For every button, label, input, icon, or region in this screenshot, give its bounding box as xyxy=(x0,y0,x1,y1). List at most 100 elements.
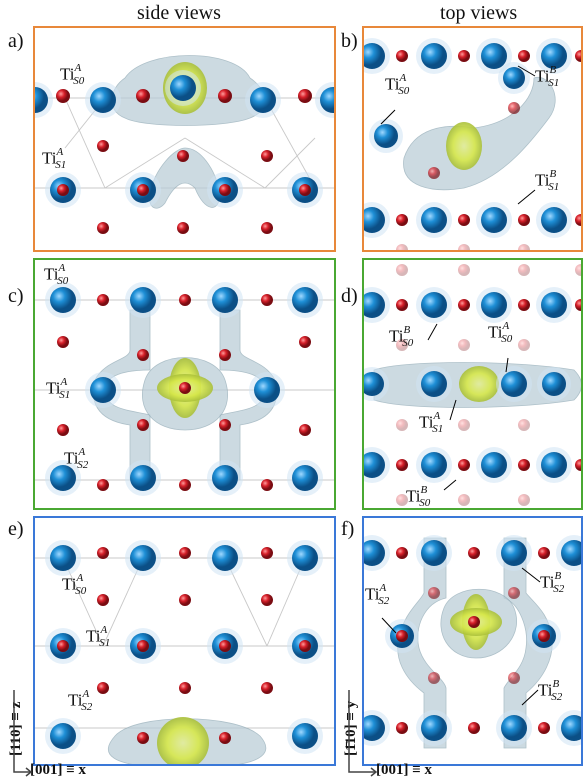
e-o-12 xyxy=(261,682,273,694)
b-o-bot-1 xyxy=(458,214,470,226)
c-ti-5 xyxy=(254,377,280,403)
label-d-ti-a-s0: TiAS0 xyxy=(488,320,513,346)
panel-d-label: d) xyxy=(341,285,358,307)
e-ti-2 xyxy=(212,545,238,571)
e-o-7 xyxy=(137,640,149,652)
c-o-12 xyxy=(97,479,109,491)
a-o-top-1 xyxy=(136,89,150,103)
c-o-1 xyxy=(179,294,191,306)
c-ti-3 xyxy=(292,287,318,313)
d-o-bot-0 xyxy=(396,459,408,471)
c-o-11 xyxy=(299,424,311,436)
e-ti-bot-0 xyxy=(50,723,76,749)
f-o-faint-3 xyxy=(508,672,520,684)
c-o-14 xyxy=(261,479,273,491)
a-ti-top-4 xyxy=(320,87,334,113)
a-bond-4 xyxy=(184,137,266,189)
f-o-5 xyxy=(538,722,550,734)
panel-a-structure xyxy=(35,55,334,234)
f-o-0 xyxy=(396,547,408,559)
e-o-9 xyxy=(299,640,311,652)
panel-e-label: e) xyxy=(8,518,24,540)
label-e-ti-s2: TiAS2 xyxy=(68,688,93,714)
d-o-bot-1 xyxy=(458,459,470,471)
d-ti-mid-1 xyxy=(501,371,527,397)
a-o-top-0 xyxy=(56,89,70,103)
c-o-5 xyxy=(219,349,231,361)
d-o-top-0 xyxy=(396,299,408,311)
d-ti-mid-faint-1 xyxy=(542,372,566,396)
d-ti-bot-3 xyxy=(541,452,567,478)
e-o-2 xyxy=(261,547,273,559)
f-o-faint-2 xyxy=(428,672,440,684)
label-d-ti-b-s0-bottom: TiBS0 xyxy=(406,484,431,510)
f-o-faint-1 xyxy=(508,587,520,599)
b-o-faint-0 xyxy=(396,244,408,250)
f-ti-6 xyxy=(501,715,527,741)
c-ti-8 xyxy=(212,465,238,491)
b-ti-bot-3 xyxy=(541,207,567,233)
a-o-mid-1 xyxy=(177,150,189,162)
e-o-0 xyxy=(97,547,109,559)
e-o-4 xyxy=(179,594,191,606)
b-o-bot-0 xyxy=(396,214,408,226)
label-e-ti-s1: TiAS1 xyxy=(86,624,111,650)
e-o-10 xyxy=(97,682,109,694)
d-ti-bot-2 xyxy=(481,452,507,478)
b-o-top-0 xyxy=(396,50,408,62)
d-core xyxy=(459,366,499,402)
d-ti-mid-faint-0 xyxy=(364,372,384,396)
a-o-top-2 xyxy=(218,89,232,103)
panel-f-structure xyxy=(364,535,581,749)
f-ti-3 xyxy=(561,540,581,566)
b-o-top-1 xyxy=(458,50,470,62)
label-e-ti-s0: TiAS0 xyxy=(62,572,87,598)
a-ti-top-2 xyxy=(170,75,196,101)
e-o-11 xyxy=(179,682,191,694)
panel-b xyxy=(362,26,583,252)
d-o-top-3 xyxy=(575,299,581,311)
label-c-ti-s2: TiAS2 xyxy=(64,446,89,472)
panel-b-structure xyxy=(364,38,581,250)
e-o-8 xyxy=(219,640,231,652)
c-ti-4 xyxy=(90,377,116,403)
c-ti-2 xyxy=(212,287,238,313)
panel-e-structure xyxy=(35,540,334,764)
e-ti-bot-1 xyxy=(292,723,318,749)
e-ti-1 xyxy=(130,545,156,571)
c-o-7 xyxy=(179,382,191,394)
label-f-ti-b-s2-bottom: TiBS2 xyxy=(538,678,563,704)
a-o-in-1 xyxy=(137,184,149,196)
d-ti-top-0 xyxy=(364,292,385,318)
a-ti-top-0 xyxy=(35,87,48,113)
b-o-bot-3 xyxy=(575,214,581,226)
d-ti-mid-0 xyxy=(421,371,447,397)
panel-a-label: a) xyxy=(8,30,24,52)
e-core xyxy=(157,717,209,764)
c-o-9 xyxy=(137,419,149,431)
axis-top-x-label: [001] ≡ x xyxy=(376,762,433,778)
c-ti-0 xyxy=(50,287,76,313)
e-o-3 xyxy=(97,594,109,606)
b-ti-top-0 xyxy=(364,43,385,69)
a-o-in-0 xyxy=(57,184,69,196)
b-ti-bot-1 xyxy=(421,207,447,233)
a-ti-top-3 xyxy=(250,87,276,113)
d-o-faint-3 xyxy=(396,419,408,431)
axis-side-x-label: [001] ≡ x xyxy=(30,762,87,778)
axis-top-y-label: [1̄10] ≡ y xyxy=(343,700,359,756)
d-o-faint-0 xyxy=(396,339,408,351)
panel-e xyxy=(33,516,336,766)
b-ti-bot-0 xyxy=(364,207,385,233)
label-c-ti-s0: TiAS0 xyxy=(44,262,69,288)
b-o-bot-2 xyxy=(518,214,530,226)
c-o-0 xyxy=(97,294,109,306)
b-ti-top-1 xyxy=(421,43,447,69)
d-o-faint-top-3 xyxy=(575,264,581,276)
panel-d-structure xyxy=(364,264,581,506)
a-o-in-3 xyxy=(299,184,311,196)
axis-side-y-label: [110] ≡ z xyxy=(8,701,24,756)
a-cloud-bottom xyxy=(149,147,221,209)
f-ti-7 xyxy=(561,715,581,741)
a-o-mid-0 xyxy=(97,140,109,152)
